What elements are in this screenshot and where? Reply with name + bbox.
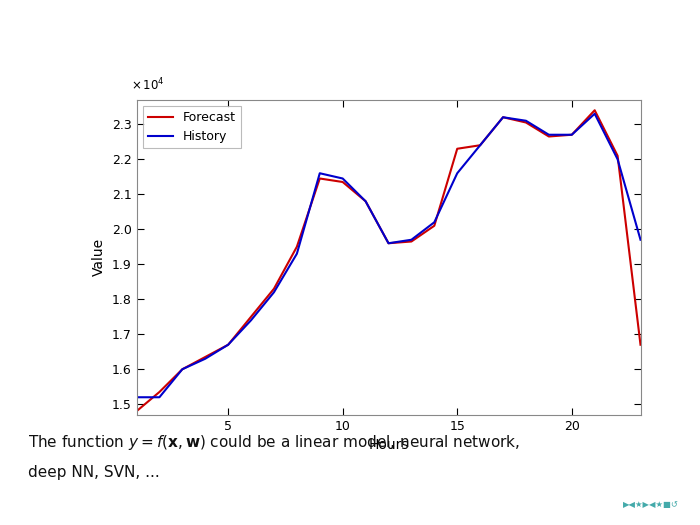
- Forecast: [247, 313, 256, 320]
- Forecast: [407, 238, 416, 245]
- History: [224, 342, 232, 348]
- History: [613, 156, 622, 162]
- Forecast: [453, 145, 461, 152]
- History: [545, 132, 553, 138]
- History: [316, 170, 324, 176]
- History: [339, 175, 347, 182]
- Text: deep NN, SVN, ...: deep NN, SVN, ...: [28, 465, 160, 480]
- History: [499, 114, 508, 120]
- Text: The function $y = f(\mathbf{x}, \mathbf{w})$ could be a linear model, neural net: The function $y = f(\mathbf{x}, \mathbf{…: [28, 433, 520, 452]
- Forecast: [545, 133, 553, 140]
- History: [361, 198, 370, 204]
- Forecast: [224, 342, 232, 348]
- History: [178, 366, 186, 372]
- Text: $\times\,10^4$: $\times\,10^4$: [132, 77, 165, 93]
- Forecast: [132, 408, 141, 414]
- Line: History: History: [136, 114, 640, 397]
- Line: Forecast: Forecast: [136, 110, 640, 411]
- History: [270, 289, 278, 296]
- Legend: Forecast, History: Forecast, History: [143, 106, 241, 148]
- History: [453, 170, 461, 176]
- Forecast: [613, 153, 622, 159]
- History: [522, 118, 530, 124]
- Forecast: [384, 240, 393, 246]
- Forecast: [499, 114, 508, 120]
- Forecast: [201, 354, 209, 360]
- Forecast: [155, 389, 164, 395]
- History: [132, 394, 141, 401]
- History: [155, 394, 164, 401]
- X-axis label: Hours: Hours: [368, 438, 409, 452]
- History: [407, 237, 416, 243]
- Forecast: [316, 175, 324, 182]
- History: [636, 237, 645, 243]
- Forecast: [476, 142, 484, 149]
- History: [247, 317, 256, 323]
- Text: The one-day forecast (an example): The one-day forecast (an example): [8, 14, 351, 33]
- Forecast: [293, 244, 301, 250]
- History: [293, 250, 301, 257]
- History: [568, 132, 576, 138]
- Forecast: [591, 107, 599, 113]
- History: [430, 219, 438, 225]
- Forecast: [361, 198, 370, 204]
- History: [476, 142, 484, 149]
- Forecast: [339, 179, 347, 185]
- Forecast: [568, 132, 576, 138]
- Forecast: [430, 223, 438, 229]
- History: [591, 111, 599, 117]
- Forecast: [522, 119, 530, 125]
- Forecast: [178, 366, 186, 372]
- Text: ▶◀★▶◀★■↺: ▶◀★▶◀★■↺: [623, 500, 679, 509]
- Forecast: [636, 342, 645, 348]
- History: [384, 240, 393, 246]
- Y-axis label: Value: Value: [92, 238, 106, 276]
- History: [201, 355, 209, 362]
- Forecast: [270, 286, 278, 292]
